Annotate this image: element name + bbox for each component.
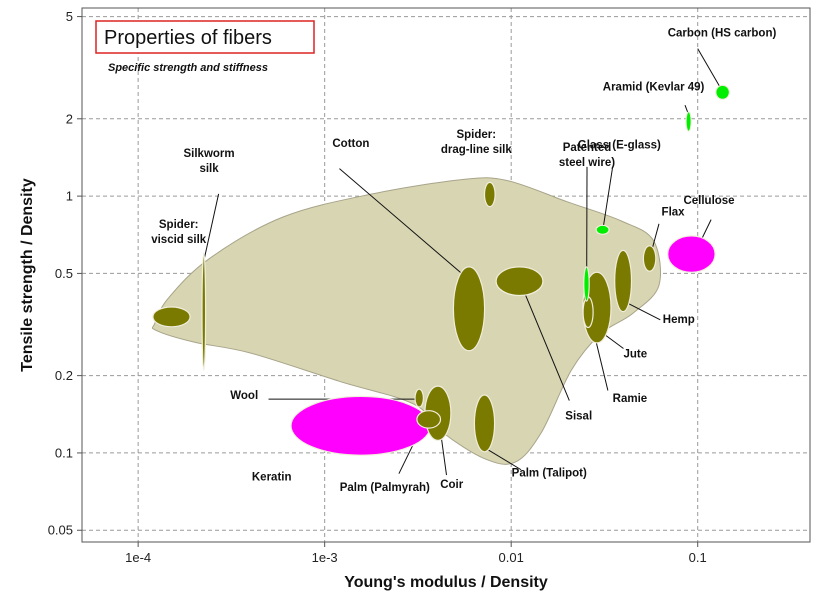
label-layer: Spider: viscid silk Silkworm silk Cotton Spid… <box>151 28 776 495</box>
fiber-aramid-kevlar-49 <box>685 111 692 132</box>
label-spider-viscid-silk: Spider: viscid silk <box>151 219 207 246</box>
fiber-patented-steel-wire <box>583 266 590 302</box>
x-tick-label: 1e-4 <box>125 550 151 565</box>
label-aramid-kevlar-49: Aramid (Kevlar 49) <box>603 81 705 93</box>
y-tick-label: 1 <box>66 189 73 204</box>
leader-line-cotton <box>339 168 465 277</box>
fiber-flax <box>642 245 657 272</box>
fiber-sisal <box>495 266 544 297</box>
y-tick-label: 0.1 <box>55 445 73 460</box>
y-tick-label: 5 <box>66 9 73 24</box>
fiber-cellulose <box>667 235 716 273</box>
label-carbon-hs-carbon: Carbon (HS carbon) <box>668 28 777 40</box>
label-spider-drag-line-silk: Spider: drag-line silk <box>441 129 513 156</box>
leader-line-palm-talipot <box>487 449 522 471</box>
label-jute: Jute <box>623 349 647 361</box>
fiber-carbon-hs-carbon <box>715 84 730 100</box>
fiber-spider-drag-line-silk <box>483 181 496 208</box>
leader-line-silkworm-silk <box>203 193 220 261</box>
label-palm-talipot: Palm (Talipot) <box>512 467 587 479</box>
leader-line-cellulose <box>700 219 712 241</box>
label-cotton: Cotton <box>332 138 369 150</box>
title-box <box>95 20 315 54</box>
x-tick-label: 0.1 <box>689 550 707 565</box>
leader-line-hemp <box>626 302 661 321</box>
y-tick-label: 0.5 <box>55 266 73 281</box>
fiber-keratin <box>290 395 432 456</box>
fiber-silkworm-silk <box>201 252 207 371</box>
tick-layer: 1e-4 1e-3 0.01 0.1 0.05 0.1 0.2 0.5 1 2 5 <box>48 9 707 565</box>
fiber-spider-viscid-silk <box>152 306 191 328</box>
y-tick-label: 0.2 <box>55 368 73 383</box>
y-tick-label: 2 <box>66 111 73 126</box>
fiber-cotton <box>452 266 486 352</box>
label-hemp: Hemp <box>663 314 695 326</box>
fiber-hemp <box>614 249 633 313</box>
fiber-wool <box>414 388 424 408</box>
y-tick-label: 0.05 <box>48 523 73 538</box>
label-flax: Flax <box>662 207 686 219</box>
leader-line-sisal <box>524 292 570 401</box>
label-palm-palmyrah: Palm (Palmyrah) <box>340 482 430 494</box>
label-wool: Wool <box>230 390 258 402</box>
fiber-glass-e-glass <box>595 224 610 235</box>
x-axis-title: Young's modulus / Density <box>344 574 548 591</box>
fiber-palm-palmyrah <box>416 410 442 429</box>
fiber-layer <box>152 84 730 456</box>
leader-line-glass-e-glass <box>602 166 614 227</box>
fiber-palm-talipot <box>473 394 496 453</box>
label-coir: Coir <box>440 479 464 491</box>
plot-frame <box>81 7 811 543</box>
leader-line-carbon-hs-carbon <box>697 48 721 88</box>
natural-fiber-envelope <box>151 177 661 465</box>
label-keratin: Keratin <box>252 472 292 484</box>
label-sisal: Sisal <box>565 410 592 422</box>
label-silkworm-silk: Silkworm silk <box>183 148 234 175</box>
fiber-ramie <box>582 296 594 329</box>
chart-subtitle: Specific strength and stiffness <box>108 62 268 74</box>
x-tick-label: 1e-3 <box>312 550 338 565</box>
label-glass-e-glass: Glass (E-glass) <box>578 140 661 152</box>
x-tick-label: 0.01 <box>499 550 524 565</box>
label-ramie: Ramie <box>613 393 648 405</box>
label-cellulose: Cellulose <box>683 195 734 207</box>
envelope-layer <box>151 177 661 465</box>
label-patented-steel-wire: Patented steel wire) <box>559 142 615 169</box>
y-axis-title: Tensile strength / Density <box>19 178 36 372</box>
chart-title: Properties of fibers <box>104 27 272 49</box>
leader-line-coir <box>440 434 447 476</box>
